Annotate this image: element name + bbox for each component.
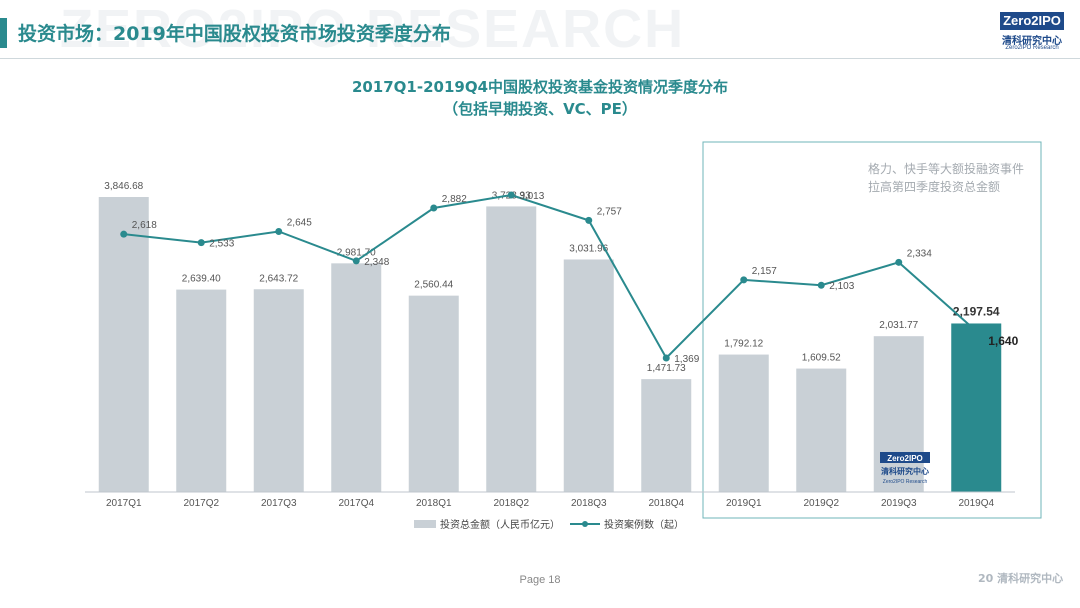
bar-value-label: 3,846.68 — [104, 181, 143, 192]
case-count-label: 2,533 — [209, 239, 234, 250]
bar-watermark-logo-cn: 清科研究中心 — [881, 466, 929, 476]
background-watermark: ZERO2IPO RESEARCH — [60, 0, 686, 59]
bar-2018q3 — [563, 259, 614, 492]
bar-value-label: 2,031.77 — [879, 320, 918, 331]
case-count-point — [197, 239, 205, 247]
x-tick-label: 2017Q4 — [338, 498, 374, 509]
case-count-line — [123, 193, 977, 360]
case-count-point — [430, 204, 438, 212]
case-count-point — [120, 230, 128, 238]
bar-2019q3 — [873, 336, 924, 492]
bar-2018q2 — [486, 206, 537, 492]
footer-logo: 20 清科研究中心 — [978, 572, 1064, 585]
x-tick-label: 2018Q2 — [493, 498, 529, 509]
legend-label-cases: 投资案例数（起） — [604, 518, 684, 531]
bar-watermark-logo-brand: Zero2IPO — [887, 454, 923, 463]
bar-2018q1 — [408, 295, 459, 492]
x-tick-label: 2019Q4 — [958, 498, 994, 509]
case-count-label: 2,348 — [364, 257, 389, 268]
brand-logo: Zero2IPO 清科研究中心 Zero2IPO Research — [1000, 12, 1064, 54]
bar-value-label: 2,981.70 — [337, 247, 376, 258]
case-count-point — [585, 216, 593, 224]
bar-2018q4 — [641, 379, 692, 492]
bar-value-label: 2,197.54 — [953, 304, 1000, 318]
bar-2017q4 — [331, 263, 382, 492]
case-count-point — [507, 191, 515, 199]
bar-value-label: 3,031.96 — [569, 243, 608, 254]
case-count-label: 1,369 — [674, 354, 699, 365]
case-count-label: 1,640 — [988, 334, 1018, 348]
case-count-point — [662, 354, 670, 362]
chart-subtitle: （包括早期投资、VC、PE） — [443, 100, 637, 118]
bar-2019q2 — [796, 368, 847, 492]
case-count-label: 2,645 — [287, 217, 312, 228]
chart-title-block: 2017Q1-2019Q4中国股权投资基金投资情况季度分布 （包括早期投资、VC… — [240, 76, 840, 120]
legend-label-amount: 投资总金额（人民币亿元） — [440, 518, 560, 531]
bar-2019q1 — [718, 354, 769, 492]
chart-callout: 格力、快手等大额投融资事件拉高第四季度投资总金额 — [868, 162, 1025, 194]
highlight-frame — [702, 141, 1042, 519]
case-count-label: 2,103 — [829, 281, 854, 292]
legend-swatch-amount — [414, 520, 436, 528]
bar-value-label: 2,643.72 — [259, 273, 298, 284]
case-count-point — [817, 281, 825, 289]
case-count-point — [740, 276, 748, 284]
page-number: Page 18 — [519, 574, 561, 586]
x-tick-label: 2019Q1 — [726, 498, 762, 509]
case-count-point — [972, 327, 980, 335]
case-count-label: 2,757 — [597, 206, 622, 217]
bar-watermark-logo-en: Zero2IPO Research — [883, 479, 928, 485]
case-count-label: 3,013 — [519, 191, 544, 202]
bar-2019q4 — [951, 323, 1002, 492]
x-tick-label: 2017Q1 — [106, 498, 142, 509]
case-count-label: 2,334 — [907, 248, 932, 259]
brand-logo-cn: 清科研究中心 — [1002, 36, 1062, 47]
x-tick-label: 2018Q3 — [571, 498, 607, 509]
bar-value-label: 1,792.12 — [724, 339, 763, 350]
bar-2017q1 — [98, 197, 149, 492]
page-title: 投资市场：2019年中国股权投资市场投资季度分布 — [18, 23, 451, 45]
x-tick-label: 2017Q3 — [261, 498, 297, 509]
header-divider — [0, 58, 1080, 59]
bar-value-label: 2,639.40 — [182, 274, 221, 285]
case-count-label: 2,157 — [752, 266, 777, 277]
bar-value-label: 2,560.44 — [414, 280, 453, 291]
brand-logo-mark: Zero2IPO — [1000, 12, 1064, 30]
bar-2017q2 — [176, 289, 227, 492]
case-count-point — [275, 227, 283, 235]
brand-logo-en: Zero2IPO Research — [1005, 45, 1059, 51]
bar-watermark-logo-mark — [880, 452, 930, 463]
case-count-label: 2,882 — [442, 194, 467, 205]
chart-title: 2017Q1-2019Q4中国股权投资基金投资情况季度分布 — [351, 78, 729, 96]
bar-value-label: 1,609.52 — [802, 353, 841, 364]
bar-value-label: 1,471.73 — [647, 363, 686, 374]
x-tick-label: 2017Q2 — [183, 498, 219, 509]
bar-2017q3 — [253, 289, 304, 492]
x-tick-label: 2019Q3 — [881, 498, 917, 509]
x-tick-label: 2019Q2 — [803, 498, 839, 509]
legend-swatch-cases-dot — [582, 521, 588, 527]
case-count-point — [352, 257, 360, 265]
x-tick-label: 2018Q1 — [416, 498, 452, 509]
case-count-label: 2,618 — [132, 220, 157, 231]
x-tick-label: 2018Q4 — [648, 498, 684, 509]
title-accent-bar — [0, 18, 7, 48]
case-count-point — [895, 258, 903, 266]
